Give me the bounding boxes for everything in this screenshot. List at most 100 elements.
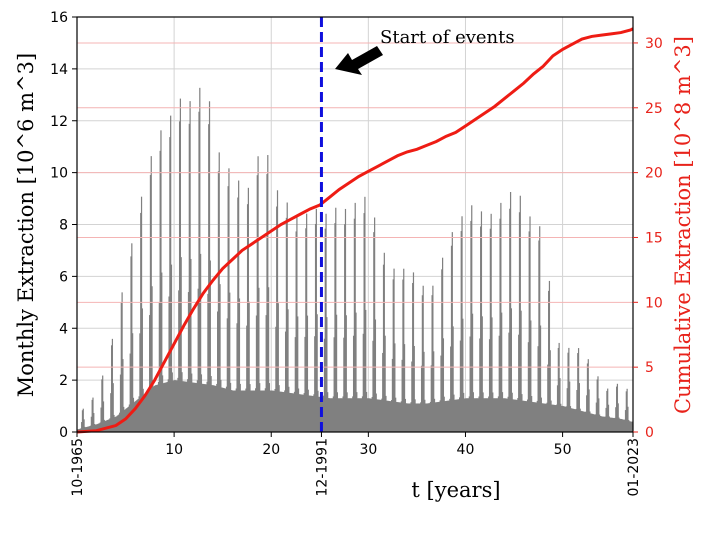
monthly-bar [419, 403, 421, 432]
y-tick-label: 0 [59, 425, 68, 441]
monthly-bar [555, 405, 557, 432]
monthly-bar [229, 382, 232, 432]
monthly-bar [204, 384, 206, 432]
monthly-bar [521, 394, 523, 432]
monthly-bar [144, 393, 147, 432]
monthly-bar [357, 398, 359, 432]
monthly-bar [398, 402, 400, 432]
monthly-bar [472, 392, 474, 432]
monthly-bar [147, 391, 149, 432]
monthly-bar [480, 226, 482, 432]
monthly-bar [585, 411, 587, 432]
monthly-bar [102, 401, 105, 432]
monthly-bar [507, 396, 509, 432]
monthly-bar [365, 309, 367, 432]
monthly-bar [289, 392, 291, 432]
monthly-bar [530, 320, 532, 432]
monthly-bar [297, 316, 299, 432]
monthly-bar [407, 403, 409, 432]
monthly-bar [442, 257, 444, 432]
monthly-bar [343, 337, 345, 432]
x-tick-label: 50 [554, 442, 572, 458]
monthly-bar [547, 364, 549, 432]
monthly-bar [577, 348, 580, 432]
monthly-bar [576, 389, 578, 432]
monthly-bar [480, 211, 483, 432]
monthly-bar [535, 402, 538, 432]
monthly-bar [501, 312, 503, 432]
monthly-bar [310, 395, 312, 432]
monthly-bar [226, 318, 228, 432]
monthly-bar [429, 403, 431, 432]
monthly-bar [213, 385, 215, 432]
monthly-bar [580, 410, 582, 432]
monthly-bar [112, 383, 114, 432]
monthly-bar [304, 336, 306, 432]
monthly-bar [489, 228, 491, 432]
monthly-bar [146, 391, 148, 432]
monthly-bar [527, 342, 529, 432]
monthly-bar [561, 405, 563, 432]
annotation-text: Start of events [380, 27, 515, 48]
monthly-bar [243, 390, 245, 432]
monthly-bar [594, 414, 596, 432]
monthly-bar [478, 396, 480, 432]
monthly-bar [176, 380, 178, 432]
monthly-bar [369, 398, 371, 432]
monthly-bar [215, 385, 217, 432]
x-tick-label: 20 [262, 442, 280, 458]
monthly-bar [531, 401, 534, 432]
monthly-bar [550, 400, 552, 432]
x-axis-date-labels: 10-1965 12-1991 01-2023 [70, 432, 642, 497]
monthly-bar [216, 383, 218, 432]
monthly-bar [149, 315, 151, 432]
monthly-bar [313, 394, 315, 432]
monthly-bar [154, 385, 156, 432]
monthly-bar [298, 394, 300, 432]
monthly-bar [493, 398, 496, 432]
monthly-bar [462, 318, 464, 432]
monthly-bar [423, 351, 425, 432]
y2-tick-label: 15 [645, 230, 663, 246]
monthly-bar [611, 417, 613, 432]
monthly-bar [195, 383, 198, 432]
monthly-bar [331, 398, 334, 432]
x-tick-label: 10 [165, 442, 183, 458]
monthly-bar [187, 379, 189, 432]
monthly-bar [473, 398, 475, 432]
monthly-bar [140, 196, 143, 432]
monthly-bar [424, 399, 426, 432]
monthly-bar [169, 137, 171, 432]
monthly-bar [315, 208, 317, 432]
monthly-bar [572, 408, 574, 432]
monthly-bar [584, 411, 586, 432]
monthly-bar [391, 400, 393, 432]
monthly-bar [380, 399, 382, 432]
monthly-bar [288, 386, 290, 432]
monthly-bar [83, 419, 85, 432]
monthly-bar [450, 346, 452, 432]
monthly-bar [102, 375, 104, 432]
monthly-bar [234, 390, 236, 432]
monthly-bar [341, 398, 343, 432]
monthly-bar [325, 213, 327, 432]
monthly-bar [436, 402, 438, 432]
monthly-bar [269, 390, 271, 432]
monthly-bar [184, 381, 186, 432]
monthly-bar [474, 398, 476, 432]
monthly-bar [597, 376, 599, 432]
y-tick-label: 6 [59, 269, 68, 285]
monthly-bar [157, 384, 159, 432]
monthly-bar [167, 379, 169, 432]
monthly-bar [354, 202, 356, 432]
monthly-bar [344, 208, 347, 432]
monthly-bar [608, 416, 610, 432]
monthly-bar [148, 388, 150, 432]
monthly-bar [395, 401, 398, 432]
monthly-bar [183, 381, 185, 432]
monthly-bar [155, 385, 157, 432]
monthly-bar [411, 361, 413, 432]
monthly-bar [475, 398, 477, 432]
monthly-bar [225, 388, 227, 432]
monthly-bar [333, 337, 335, 432]
